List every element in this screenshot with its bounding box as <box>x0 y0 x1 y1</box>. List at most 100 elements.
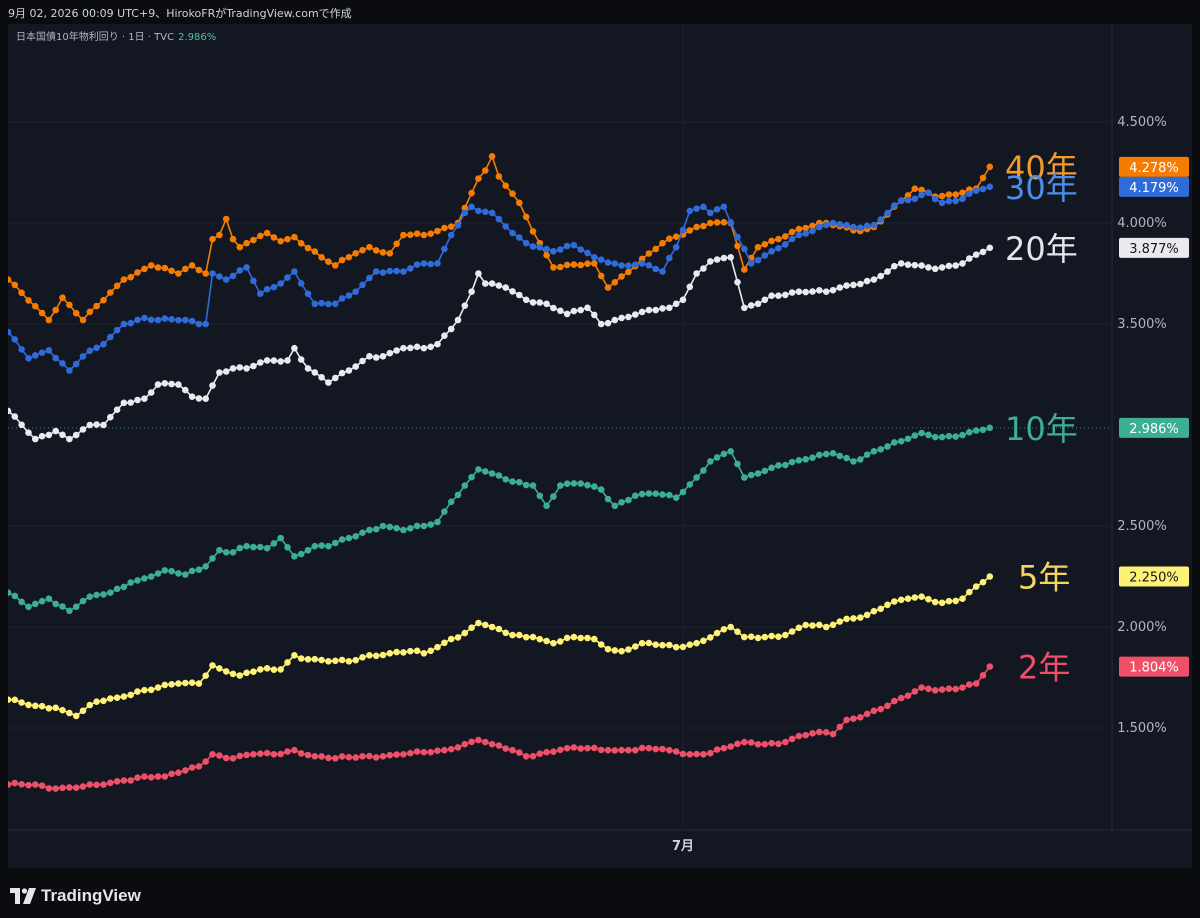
data-point-30y[interactable] <box>502 223 510 230</box>
data-point-5y[interactable] <box>311 655 319 663</box>
data-point-20y[interactable] <box>850 281 857 289</box>
chart-pane[interactable]: 4.500% 4.000% 3.500% 2.500% 2.000% 1.500% 7月 40… <box>8 24 1192 868</box>
data-point-5y[interactable] <box>141 686 148 694</box>
data-point-20y[interactable] <box>229 365 237 372</box>
data-point-20y[interactable] <box>597 320 605 328</box>
data-point-2y[interactable] <box>563 744 571 752</box>
data-point-20y[interactable] <box>972 251 980 258</box>
data-point-30y[interactable] <box>918 191 925 199</box>
data-point-30y[interactable] <box>945 197 953 205</box>
data-point-40y[interactable] <box>938 192 946 200</box>
data-point-2y[interactable] <box>79 783 87 790</box>
data-point-5y[interactable] <box>250 668 257 675</box>
data-point-20y[interactable] <box>222 368 230 375</box>
data-point-10y[interactable] <box>584 481 591 489</box>
data-point-20y[interactable] <box>966 255 973 262</box>
data-point-5y[interactable] <box>966 588 973 596</box>
data-point-2y[interactable] <box>693 750 700 758</box>
data-point-20y[interactable] <box>822 288 830 296</box>
data-point-10y[interactable] <box>45 595 53 602</box>
data-point-5y[interactable] <box>427 647 435 655</box>
data-point-5y[interactable] <box>625 646 632 653</box>
data-point-30y[interactable] <box>120 320 128 328</box>
data-point-40y[interactable] <box>441 224 448 232</box>
data-point-30y[interactable] <box>604 259 612 266</box>
data-point-40y[interactable] <box>959 189 966 196</box>
data-point-30y[interactable] <box>795 231 803 239</box>
series-line-30y[interactable] <box>8 186 991 372</box>
data-point-2y[interactable] <box>557 746 564 754</box>
data-point-40y[interactable] <box>652 245 659 253</box>
data-point-5y[interactable] <box>632 643 639 650</box>
data-point-20y[interactable] <box>816 287 823 294</box>
data-point-40y[interactable] <box>284 235 291 243</box>
data-point-40y[interactable] <box>243 239 250 247</box>
data-point-5y[interactable] <box>216 665 223 672</box>
data-point-10y[interactable] <box>829 450 837 457</box>
data-point-20y[interactable] <box>809 288 816 295</box>
data-point-20y[interactable] <box>134 396 141 404</box>
data-point-40y[interactable] <box>386 250 394 257</box>
data-point-30y[interactable] <box>325 300 332 308</box>
data-point-10y[interactable] <box>986 424 994 432</box>
data-point-40y[interactable] <box>311 248 319 255</box>
data-point-40y[interactable] <box>113 282 121 290</box>
data-point-2y[interactable] <box>591 744 598 752</box>
data-point-10y[interactable] <box>284 544 291 551</box>
data-point-10y[interactable] <box>86 593 94 600</box>
data-point-5y[interactable] <box>284 659 291 666</box>
data-point-5y[interactable] <box>468 624 475 631</box>
data-point-30y[interactable] <box>379 269 387 276</box>
data-point-5y[interactable] <box>154 684 162 691</box>
data-point-5y[interactable] <box>570 633 578 641</box>
data-point-2y[interactable] <box>754 741 762 748</box>
data-point-20y[interactable] <box>188 393 196 401</box>
data-point-40y[interactable] <box>209 235 216 243</box>
data-point-2y[interactable] <box>400 751 407 758</box>
data-point-20y[interactable] <box>25 429 32 437</box>
data-point-40y[interactable] <box>372 247 380 254</box>
data-point-30y[interactable] <box>11 336 19 343</box>
data-point-5y[interactable] <box>666 641 673 649</box>
data-point-10y[interactable] <box>407 525 414 532</box>
data-point-20y[interactable] <box>18 421 25 429</box>
data-point-10y[interactable] <box>366 526 373 534</box>
data-point-20y[interactable] <box>959 260 966 267</box>
data-point-20y[interactable] <box>877 272 884 280</box>
data-point-5y[interactable] <box>113 694 121 701</box>
data-point-40y[interactable] <box>359 246 366 254</box>
data-point-30y[interactable] <box>536 244 544 251</box>
data-point-20y[interactable] <box>591 311 598 319</box>
data-point-5y[interactable] <box>945 597 953 605</box>
data-point-2y[interactable] <box>229 755 237 762</box>
data-point-10y[interactable] <box>966 428 973 436</box>
data-point-20y[interactable] <box>897 260 905 267</box>
data-point-20y[interactable] <box>100 421 107 429</box>
data-point-2y[interactable] <box>829 730 837 738</box>
data-point-2y[interactable] <box>877 705 884 713</box>
data-point-30y[interactable] <box>925 189 932 196</box>
data-point-40y[interactable] <box>263 229 271 237</box>
data-point-30y[interactable] <box>543 245 550 253</box>
data-point-2y[interactable] <box>332 755 339 762</box>
data-point-2y[interactable] <box>713 746 721 753</box>
data-point-20y[interactable] <box>366 353 373 360</box>
data-point-5y[interactable] <box>243 669 250 677</box>
data-point-10y[interactable] <box>311 542 319 550</box>
data-point-2y[interactable] <box>420 748 428 756</box>
data-point-5y[interactable] <box>877 605 884 613</box>
data-point-40y[interactable] <box>529 228 537 235</box>
data-point-30y[interactable] <box>277 280 285 287</box>
data-point-10y[interactable] <box>734 460 741 468</box>
data-point-30y[interactable] <box>850 223 857 231</box>
data-point-2y[interactable] <box>645 744 653 752</box>
data-point-20y[interactable] <box>45 431 53 439</box>
data-point-40y[interactable] <box>482 167 489 174</box>
data-point-20y[interactable] <box>161 380 169 387</box>
price-badge-10y[interactable] <box>1119 417 1189 438</box>
data-point-2y[interactable] <box>366 752 373 760</box>
data-point-30y[interactable] <box>672 243 680 251</box>
data-point-10y[interactable] <box>318 542 325 549</box>
data-point-5y[interactable] <box>420 650 428 657</box>
data-point-40y[interactable] <box>986 163 994 171</box>
